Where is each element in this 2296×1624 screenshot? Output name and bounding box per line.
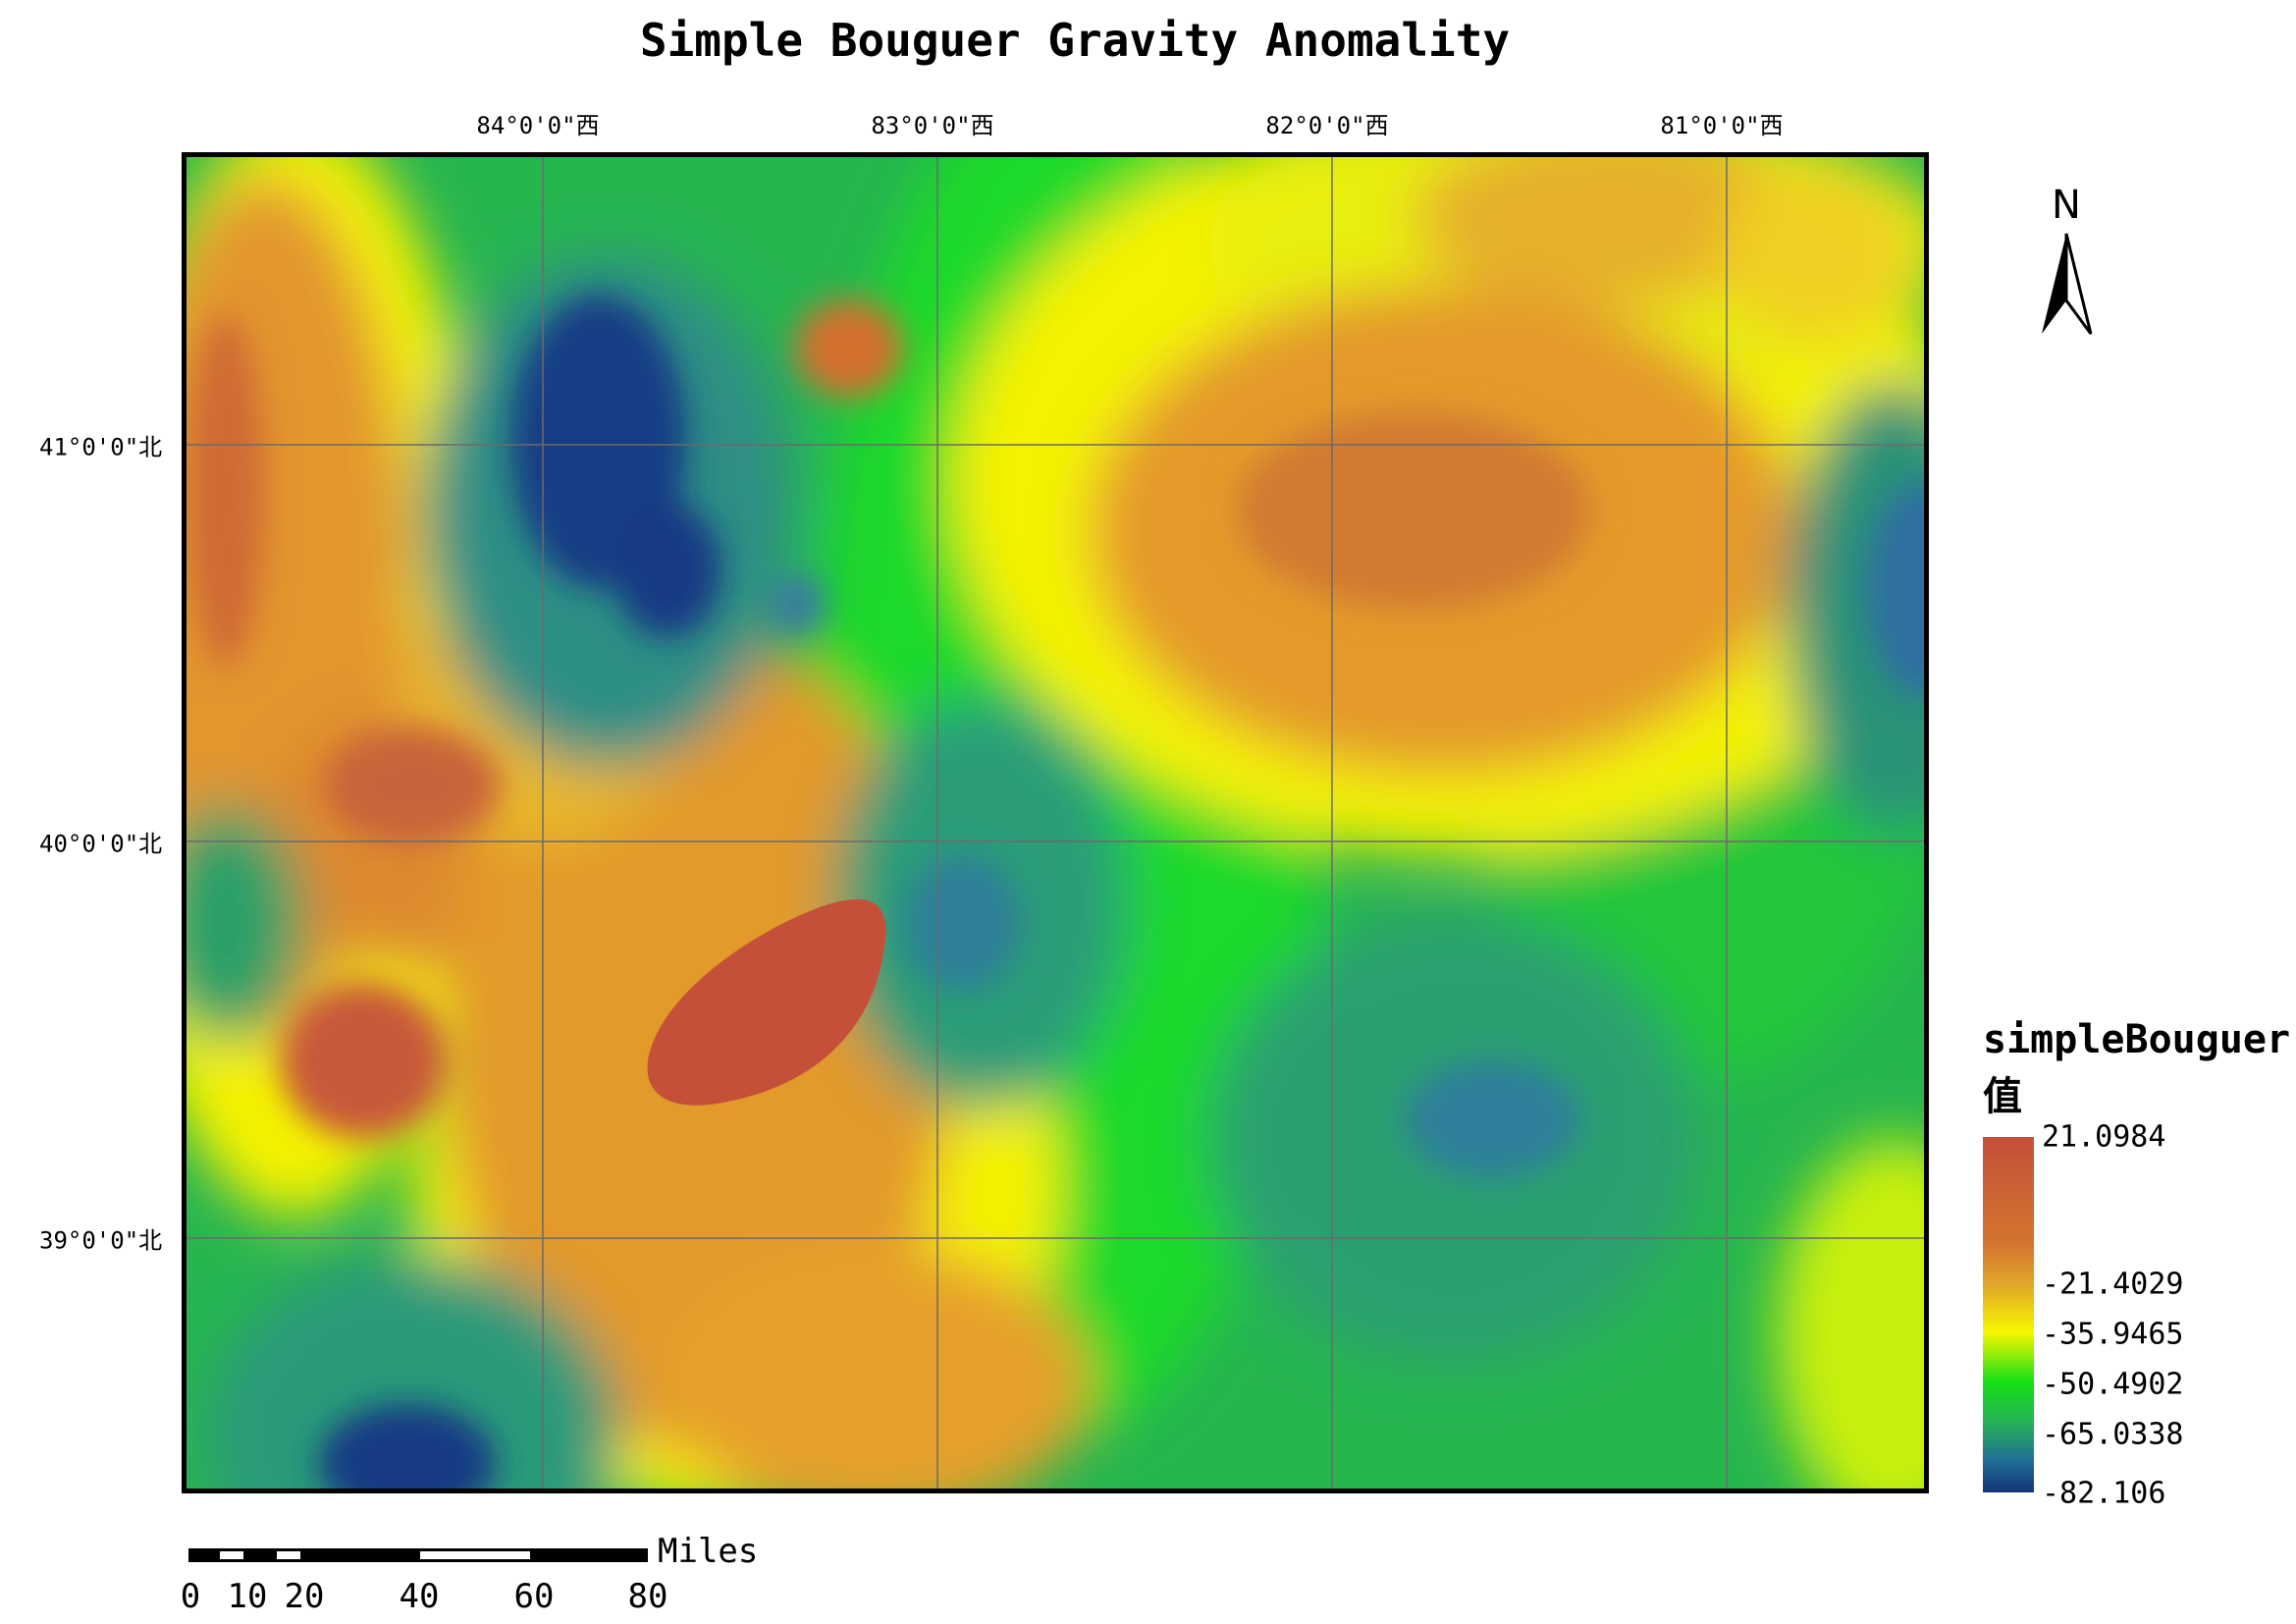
scale-segment [532, 1548, 648, 1562]
legend-title: simpleBouguer 值 [1983, 1011, 2290, 1125]
longitude-label-81w: 81°0'0"西 [1660, 106, 1783, 140]
legend-subtitle: 值 [1983, 1068, 2290, 1125]
map-title: Simple Bouguer Gravity Anomality [0, 14, 2150, 67]
scale-segment [302, 1548, 418, 1562]
latitude-label-41n: 41°0'0"北 [39, 428, 162, 462]
scale-segment [188, 1548, 218, 1562]
north-arrow-icon: N [2022, 185, 2110, 342]
longitude-label-84w: 84°0'0"西 [476, 106, 599, 140]
legend-color-ramp [1983, 1137, 2034, 1492]
scale-tick-label: 20 [285, 1577, 325, 1616]
legend-value-3: -35.9465 [2042, 1318, 2184, 1352]
scale-tick-label: 80 [628, 1577, 668, 1616]
anomaly-raster [187, 157, 1924, 1489]
scale-segment [274, 1548, 303, 1562]
legend-value-2: -21.4029 [2042, 1268, 2184, 1302]
longitude-label-83w: 83°0'0"西 [871, 106, 993, 140]
latitude-label-40n: 40°0'0"北 [39, 825, 162, 859]
scale-segment [217, 1548, 246, 1562]
scale-segment [417, 1548, 533, 1562]
legend-value-5: -65.0338 [2042, 1418, 2184, 1452]
scale-tick-label: 0 [181, 1577, 200, 1616]
scale-unit-label: Miles [658, 1532, 758, 1571]
legend-value-4: -50.4902 [2042, 1368, 2184, 1402]
gravity-anomaly-map[interactable] [182, 152, 1929, 1493]
legend-value-min: -82.106 [2042, 1477, 2165, 1511]
north-label: N [2052, 185, 2081, 228]
scale-tick-label: 40 [400, 1577, 440, 1616]
longitude-label-82w: 82°0'0"西 [1265, 106, 1388, 140]
legend-field-name: simpleBouguer [1983, 1011, 2290, 1068]
scale-segment [245, 1548, 275, 1562]
latitude-label-39n: 39°0'0"北 [39, 1221, 162, 1256]
scale-tick-label: 60 [514, 1577, 555, 1616]
legend-value-max: 21.0984 [2042, 1120, 2165, 1155]
scale-tick-label: 10 [228, 1577, 268, 1616]
